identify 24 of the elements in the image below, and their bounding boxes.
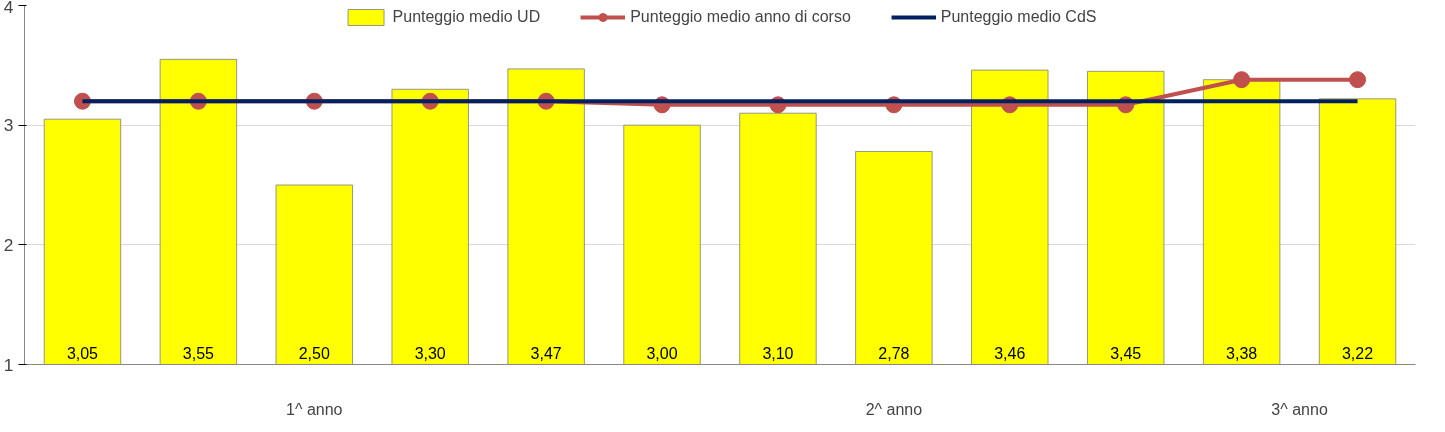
y-tick-label: 2 — [3, 234, 14, 255]
text: 1^ anno — [286, 400, 343, 418]
y-tick-label: 3 — [3, 115, 14, 136]
text: 2^ anno — [865, 400, 923, 418]
data-label: 3,45 — [1110, 344, 1142, 362]
y-tick-label: 1 — [3, 354, 14, 375]
data-label: 3,38 — [1226, 344, 1258, 362]
data-label: 2,50 — [298, 344, 330, 362]
legend-label: Punteggio medio anno di corso — [630, 8, 851, 26]
data-label: 3,46 — [994, 344, 1026, 362]
y-tick-label: 4 — [3, 0, 14, 17]
data-label: 2,78 — [878, 344, 910, 362]
legend-label: Punteggio medio CdS — [940, 8, 1097, 26]
data-label: 3,22 — [1341, 344, 1374, 362]
legend-label: Punteggio medio UD — [392, 8, 541, 26]
point — [1233, 71, 1251, 89]
data-label: 3,05 — [66, 344, 99, 362]
data-label: 3,00 — [646, 344, 678, 362]
data-label: 3,55 — [182, 344, 215, 362]
data-label: 3,10 — [762, 344, 794, 362]
text: 3^ anno — [1271, 400, 1328, 418]
data-label: 3,30 — [414, 344, 446, 362]
point — [1349, 71, 1367, 89]
data-label: 3,47 — [530, 344, 562, 362]
